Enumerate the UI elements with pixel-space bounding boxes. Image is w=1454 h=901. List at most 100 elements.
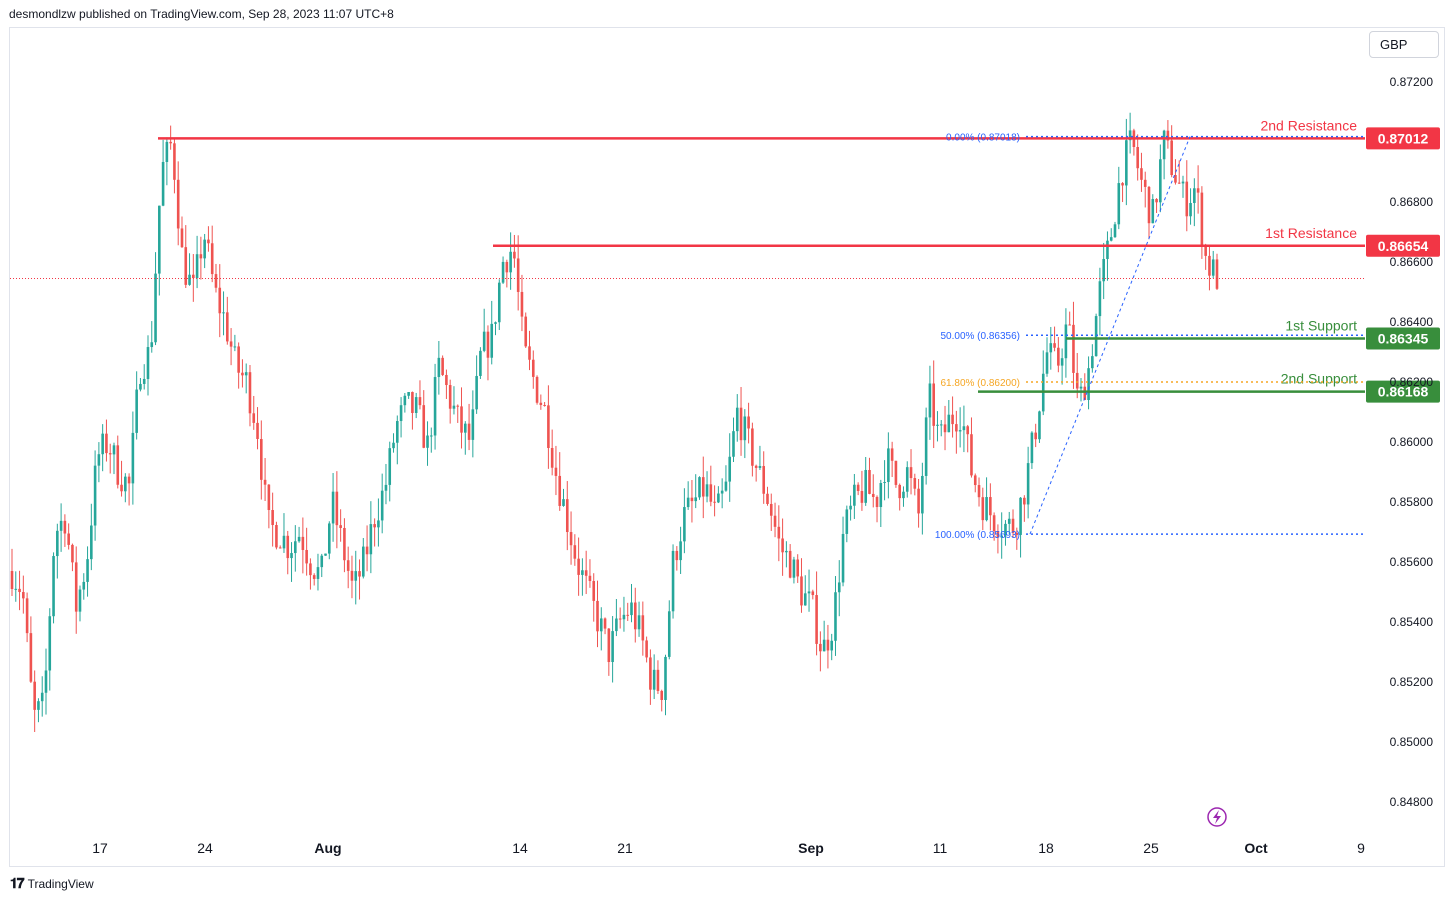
candle bbox=[1170, 125, 1173, 178]
candle-body bbox=[365, 546, 369, 555]
candle bbox=[985, 477, 988, 522]
candle-body bbox=[414, 397, 418, 413]
level-name: 2nd Support bbox=[1281, 371, 1357, 387]
candle bbox=[373, 518, 376, 547]
candle-body bbox=[139, 383, 142, 390]
candle-body bbox=[996, 531, 1000, 538]
candle bbox=[67, 523, 70, 550]
y-tick-label: 0.85800 bbox=[1390, 495, 1434, 509]
candle-body bbox=[834, 592, 837, 641]
candle bbox=[1208, 246, 1211, 291]
candle bbox=[671, 544, 675, 619]
candle bbox=[256, 407, 259, 450]
level-price-label: 0.86654 bbox=[1378, 238, 1429, 254]
candle-body bbox=[78, 589, 82, 612]
candle bbox=[667, 600, 671, 660]
x-tick-label: 21 bbox=[617, 840, 633, 856]
candle bbox=[158, 205, 161, 296]
candle-body bbox=[796, 559, 800, 577]
candle bbox=[853, 473, 856, 519]
candle-body bbox=[40, 692, 44, 702]
candle bbox=[1072, 301, 1075, 389]
candle bbox=[78, 585, 82, 622]
candle bbox=[56, 523, 59, 579]
candle-body bbox=[1049, 343, 1053, 353]
candle-body bbox=[294, 541, 297, 554]
candle bbox=[218, 264, 222, 338]
candle bbox=[569, 511, 573, 565]
candle-body bbox=[641, 615, 645, 641]
candle bbox=[380, 473, 384, 534]
candle-body bbox=[898, 484, 901, 499]
candle bbox=[811, 589, 815, 600]
candle-body bbox=[513, 251, 516, 259]
lightning-icon-ring bbox=[1207, 807, 1227, 827]
candle-body bbox=[524, 316, 528, 347]
currency-selector[interactable]: GBP bbox=[1369, 31, 1439, 58]
candle bbox=[309, 558, 312, 590]
candle bbox=[611, 616, 614, 683]
x-tick-label: 17 bbox=[92, 840, 108, 856]
candle bbox=[694, 474, 698, 509]
candle-body bbox=[120, 484, 123, 492]
candle-body bbox=[577, 558, 580, 575]
candle bbox=[1026, 446, 1030, 519]
candle-body bbox=[271, 510, 274, 526]
candle bbox=[40, 676, 44, 717]
candle-body bbox=[977, 485, 981, 498]
candle bbox=[301, 517, 305, 574]
candle-body bbox=[849, 505, 852, 510]
candle-body bbox=[732, 431, 735, 457]
candle-body bbox=[735, 407, 739, 432]
candle bbox=[97, 442, 101, 483]
candle bbox=[618, 607, 622, 629]
candle bbox=[1113, 221, 1117, 238]
candle-body bbox=[463, 423, 467, 433]
candle bbox=[22, 575, 25, 614]
x-tick-label: 25 bbox=[1143, 840, 1159, 856]
candle-body bbox=[887, 448, 890, 483]
candle bbox=[837, 560, 841, 617]
chart-frame[interactable] bbox=[9, 27, 1445, 867]
candle bbox=[932, 360, 935, 449]
footer-brand[interactable]: TradingView bbox=[27, 876, 94, 891]
candle bbox=[603, 617, 607, 635]
candle bbox=[479, 347, 482, 379]
candle bbox=[1004, 520, 1007, 546]
candle-body bbox=[346, 560, 350, 571]
candle bbox=[649, 649, 652, 705]
candle bbox=[10, 548, 14, 596]
candle-body bbox=[127, 476, 131, 484]
candle-body bbox=[290, 553, 293, 559]
candle-body bbox=[252, 413, 256, 423]
candle-body bbox=[214, 274, 218, 288]
candle bbox=[418, 380, 422, 410]
candle bbox=[1181, 175, 1185, 198]
candle-body bbox=[131, 432, 135, 484]
candle bbox=[18, 570, 21, 611]
candle bbox=[294, 525, 297, 572]
candle-body bbox=[558, 475, 562, 506]
candle bbox=[161, 139, 165, 207]
candle bbox=[815, 571, 818, 656]
candle-body bbox=[543, 405, 546, 407]
candle bbox=[728, 433, 732, 502]
candle-body bbox=[59, 520, 63, 531]
candle bbox=[305, 527, 308, 576]
candle bbox=[509, 232, 512, 290]
candle bbox=[939, 420, 943, 437]
candle bbox=[1083, 373, 1087, 401]
candle bbox=[785, 541, 788, 568]
level-1st-support: 1st Support 0.86345 bbox=[1066, 318, 1440, 350]
candle bbox=[1023, 495, 1026, 522]
candle bbox=[921, 462, 924, 535]
candle bbox=[108, 443, 112, 474]
candle-body bbox=[788, 550, 792, 578]
candle bbox=[581, 558, 584, 596]
candle bbox=[864, 457, 867, 506]
candle bbox=[871, 474, 875, 508]
level-name: 2nd Resistance bbox=[1260, 117, 1357, 133]
candle-body bbox=[1140, 168, 1143, 180]
candle-body bbox=[679, 541, 682, 561]
